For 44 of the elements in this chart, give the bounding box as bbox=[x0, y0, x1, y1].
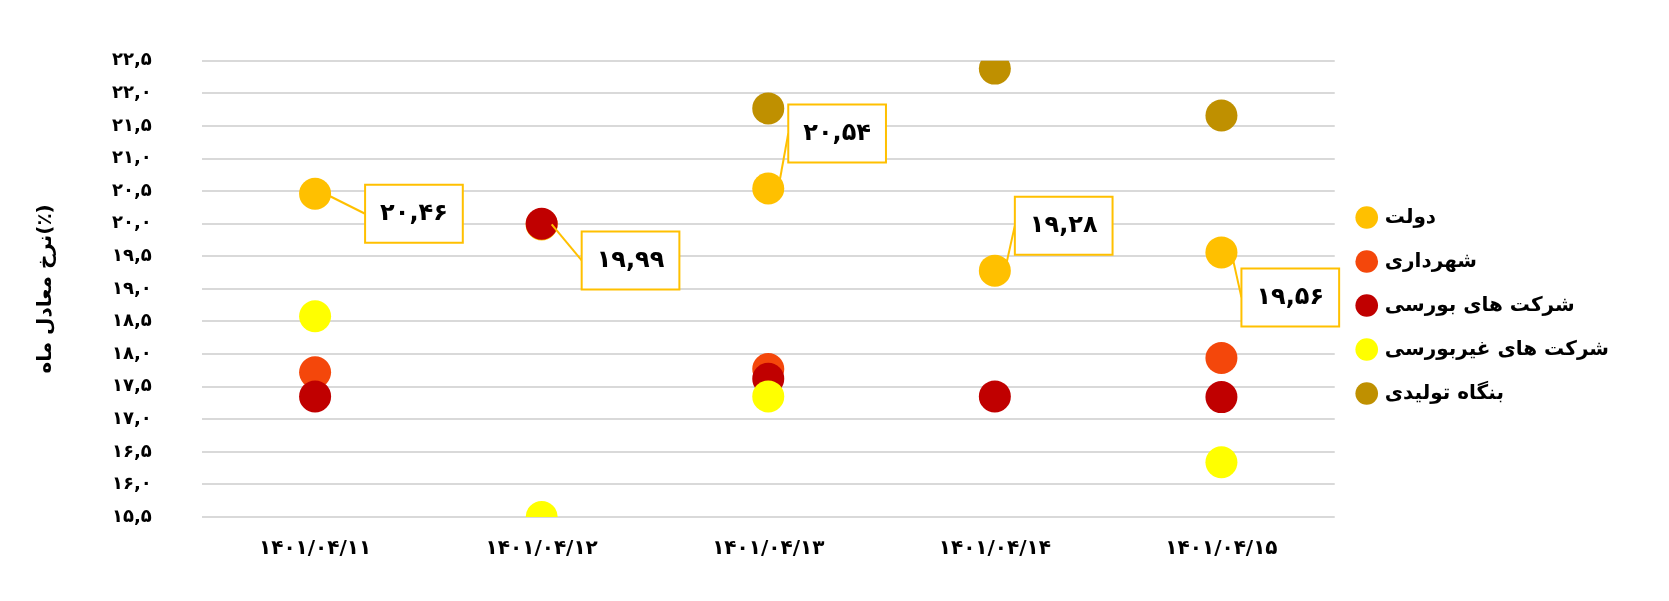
y-tick-label: ۱۷,۰ bbox=[112, 406, 152, 428]
data-label: ۱۹,۹۹ bbox=[596, 244, 665, 273]
legend-label: شرکت های بورسی bbox=[1384, 291, 1575, 316]
y-tick-label: ۱۶,۰ bbox=[112, 472, 152, 494]
y-tick-label: ۱۹,۵ bbox=[112, 243, 152, 265]
y-tick-label: ۱۷,۵ bbox=[112, 374, 152, 396]
point bbox=[978, 380, 1011, 413]
y-axis-title: نرخ معادل ماه(٪) bbox=[32, 204, 57, 374]
y-tick-label: ۲۱,۰ bbox=[112, 146, 152, 168]
point bbox=[299, 380, 332, 413]
point bbox=[1205, 446, 1238, 479]
point bbox=[299, 300, 332, 333]
point bbox=[1205, 99, 1238, 132]
point bbox=[1205, 381, 1238, 414]
point bbox=[299, 177, 332, 210]
y-tick-label: ۱۵,۵ bbox=[112, 504, 152, 526]
y-tick-label: ۱۸,۵ bbox=[112, 309, 152, 331]
point bbox=[978, 254, 1011, 287]
x-tick-label: ۱۴۰۱/۰۴/۱۱ bbox=[258, 535, 372, 560]
data-label: ۱۹,۵۶ bbox=[1256, 281, 1325, 310]
x-tick-label: ۱۴۰۱/۰۴/۱۲ bbox=[485, 535, 598, 560]
point bbox=[752, 172, 785, 205]
point bbox=[1205, 236, 1238, 269]
legend-label: دولت bbox=[1384, 203, 1437, 228]
y-tick-label: ۲۰,۰ bbox=[112, 211, 152, 233]
legend-label: بنگاه تولیدی bbox=[1384, 379, 1504, 404]
point bbox=[752, 380, 785, 413]
point bbox=[1205, 341, 1238, 374]
y-tick-label: ۱۶,۵ bbox=[112, 439, 152, 461]
y-tick-label: ۲۱,۵ bbox=[112, 113, 152, 135]
data-label: ۲۰,۵۴ bbox=[803, 117, 871, 146]
y-tick-label: ۲۰,۵ bbox=[112, 178, 152, 200]
x-tick-label: ۱۴۰۱/۰۴/۱۵ bbox=[1165, 535, 1278, 560]
x-tick-label: ۱۴۰۱/۰۴/۱۳ bbox=[712, 535, 825, 560]
legend-label: شهرداری bbox=[1384, 247, 1477, 272]
y-tick-label: ۱۹,۰ bbox=[112, 276, 152, 298]
data-label: ۲۰,۴۶ bbox=[380, 197, 448, 226]
x-tick-label: ۱۴۰۱/۰۴/۱۴ bbox=[938, 535, 1051, 560]
data-label: ۱۹,۲۸ bbox=[1029, 209, 1098, 238]
legend-label: شرکت های غیربورسی bbox=[1384, 335, 1609, 360]
y-tick-label: ۲۲,۰ bbox=[112, 81, 152, 103]
y-tick-label: ۱۸,۰ bbox=[112, 341, 152, 363]
point bbox=[752, 92, 785, 125]
y-tick-label: ۲۲,۵ bbox=[112, 48, 152, 70]
